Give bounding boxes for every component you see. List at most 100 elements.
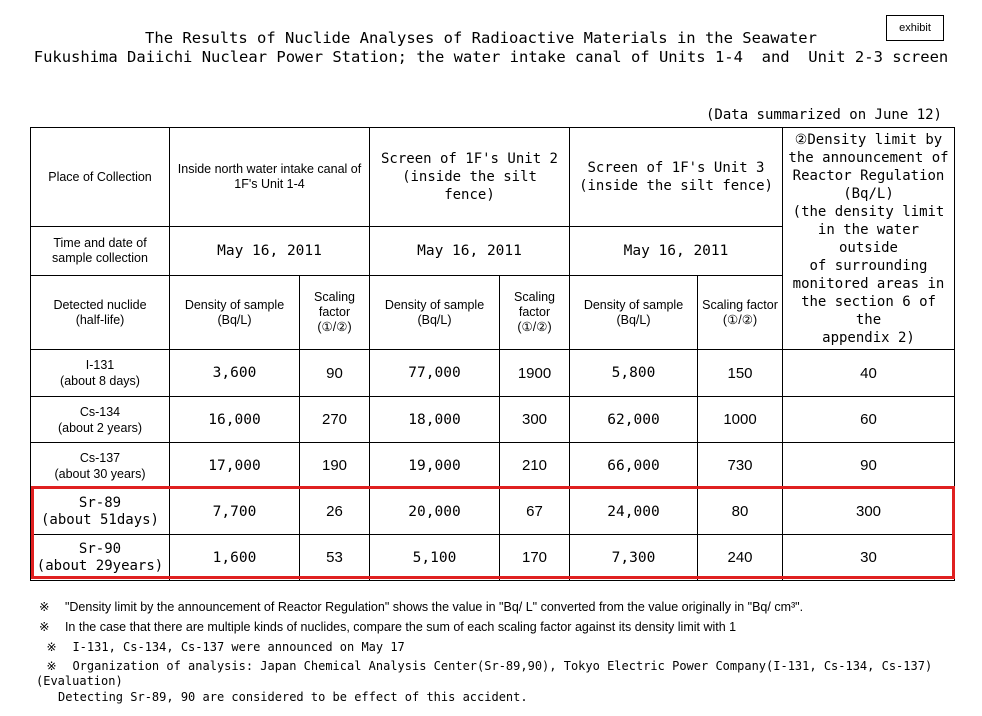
date-unit3: May 16, 2011 (569, 226, 783, 276)
place-unit2: Screen of 1F's Unit 2 (inside the silt f… (369, 127, 570, 227)
footnote: ※ Organization of analysis: Japan Chemica… (32, 645, 932, 673)
limit-value: 90 (782, 442, 955, 489)
table-row: Sr-90 (about 29years) 1,600 53 5,100 170… (30, 534, 955, 581)
nuclide-name: I-131 (85, 358, 115, 372)
scaling-value: 26 (299, 488, 370, 535)
density-value: 5,100 (369, 534, 500, 581)
footnote: ※ In the case that there are multiple kin… (32, 605, 736, 634)
evaluation-label: (Evaluation) (36, 674, 123, 688)
note-text: I-131, Cs-134, Cs-137 were announced on … (72, 640, 405, 654)
density-value: 1,600 (169, 534, 300, 581)
scaling-header: Scaling factor (①/②) (697, 275, 783, 350)
date-row: Time and date of sample collection May 1… (30, 226, 955, 276)
date-unit1-4: May 16, 2011 (169, 226, 370, 276)
table-row: Cs-137 (about 30 years) 17,000 190 19,00… (30, 442, 955, 489)
note-text: "Density limit by the announcement of Re… (64, 600, 804, 614)
scaling-value: 150 (697, 349, 783, 397)
scaling-value: 300 (499, 396, 570, 443)
time-label: Time and date of sample collection (30, 226, 170, 276)
scaling-value: 240 (697, 534, 783, 581)
density-header-text: Density of sample (583, 297, 684, 312)
scaling-value: 270 (299, 396, 370, 443)
limit-text: Reactor Regulation (792, 167, 945, 184)
scaling-value: 210 (499, 442, 570, 489)
density-value: 3,600 (169, 349, 300, 397)
place-text: Screen of 1F's Unit 2 (380, 151, 558, 167)
density-value: 19,000 (369, 442, 500, 489)
nuclide-half-life: (about 2 years) (57, 420, 143, 435)
results-table: Place of Collection Inside north water i… (30, 127, 955, 581)
page-title-line2: Fukushima Daiichi Nuclear Power Station;… (33, 48, 949, 66)
evaluation-text: Detecting Sr-89, 90 are considered to be… (58, 690, 528, 704)
scaling-value: 90 (299, 349, 370, 397)
place-text: (inside the silt fence) (402, 169, 537, 203)
scaling-header-text: Scaling (514, 290, 555, 304)
limit-text: appendix 2) (822, 329, 915, 346)
density-value: 7,300 (569, 534, 698, 581)
limit-text: of surrounding (809, 257, 928, 274)
limit-text: (Bq/L) (843, 185, 894, 202)
scaling-value: 67 (499, 488, 570, 535)
density-header: Density of sample (Bq/L) (169, 275, 300, 350)
scaling-value: 170 (499, 534, 570, 581)
density-limit-header: ②Density limit by the announcement of Re… (782, 127, 955, 350)
nuclide-name: Sr-90 (78, 540, 122, 557)
table-row: I-131 (about 8 days) 3,600 90 77,000 190… (30, 349, 955, 397)
limit-value: 300 (782, 488, 955, 535)
scaling-header-text: (①/②) (517, 320, 552, 334)
scaling-value: 53 (299, 534, 370, 581)
nuclide-label: Detected nuclide (half-life) (30, 275, 170, 350)
page-title-line1: The Results of Nuclide Analyses of Radio… (145, 29, 817, 47)
table-row: Sr-89 (about 51days) 7,700 26 20,000 67 … (30, 488, 955, 535)
nuclide-label-text: (half-life) (75, 312, 125, 327)
limit-text: ②Density limit by (794, 131, 943, 148)
density-value: 17,000 (169, 442, 300, 489)
limit-text: in the water outside (817, 221, 920, 256)
density-value: 5,800 (569, 349, 698, 397)
nuclide-cell: Sr-89 (about 51days) (30, 488, 170, 535)
note-mark: ※ (46, 640, 57, 654)
nuclide-half-life: (about 51days) (40, 511, 159, 528)
footnote: ※ I-131, Cs-134, Cs-137 were announced on… (32, 626, 405, 654)
limit-text: the announcement of (788, 149, 949, 166)
scaling-header-text: Scaling factor (702, 297, 778, 312)
footnote: ※ "Density limit by the announcement of R… (32, 585, 803, 614)
scaling-value: 1900 (499, 349, 570, 397)
scaling-header-text: (①/②) (722, 312, 758, 327)
exhibit-badge: exhibit (886, 15, 944, 41)
density-header-text: Density of sample (184, 297, 285, 312)
density-value: 62,000 (569, 396, 698, 443)
density-header-text: (Bq/L) (417, 312, 452, 327)
place-text: 1F's Unit 1-4 (234, 177, 305, 191)
density-value: 77,000 (369, 349, 500, 397)
place-text: Screen of 1F's Unit 3 (587, 160, 765, 176)
place-label: Place of Collection (30, 127, 170, 227)
scaling-value: 730 (697, 442, 783, 489)
scaling-header-text: (①/②) (317, 320, 352, 334)
scaling-value: 190 (299, 442, 370, 489)
nuclide-half-life: (about 30 years) (54, 466, 146, 481)
limit-text: monitored areas in (792, 275, 945, 292)
limit-text: the section 6 of the (801, 293, 936, 328)
density-value: 7,700 (169, 488, 300, 535)
nuclide-cell: I-131 (about 8 days) (30, 349, 170, 397)
nuclide-name: Cs-137 (79, 450, 121, 465)
density-value: 16,000 (169, 396, 300, 443)
limit-text: (the density limit (792, 203, 945, 220)
limit-value: 60 (782, 396, 955, 443)
scaling-header: Scaling factor (①/②) (299, 275, 370, 350)
column-header-row: Detected nuclide (half-life) Density of … (30, 275, 955, 350)
nuclide-name: Sr-89 (78, 494, 122, 511)
scaling-value: 80 (697, 488, 783, 535)
time-label-text: sample collection (52, 251, 148, 265)
nuclide-label-text: Detected nuclide (53, 297, 147, 312)
scaling-header-text: factor (518, 305, 551, 319)
density-value: 24,000 (569, 488, 698, 535)
nuclide-cell: Sr-90 (about 29years) (30, 534, 170, 581)
note-mark: ※ (38, 620, 50, 634)
place-unit1-4: Inside north water intake canal of 1F's … (169, 127, 370, 227)
density-header: Density of sample (Bq/L) (569, 275, 698, 350)
nuclide-half-life: (about 8 days) (60, 374, 140, 388)
time-label-text: Time and date of (53, 236, 147, 250)
density-header: Density of sample (Bq/L) (369, 275, 500, 350)
